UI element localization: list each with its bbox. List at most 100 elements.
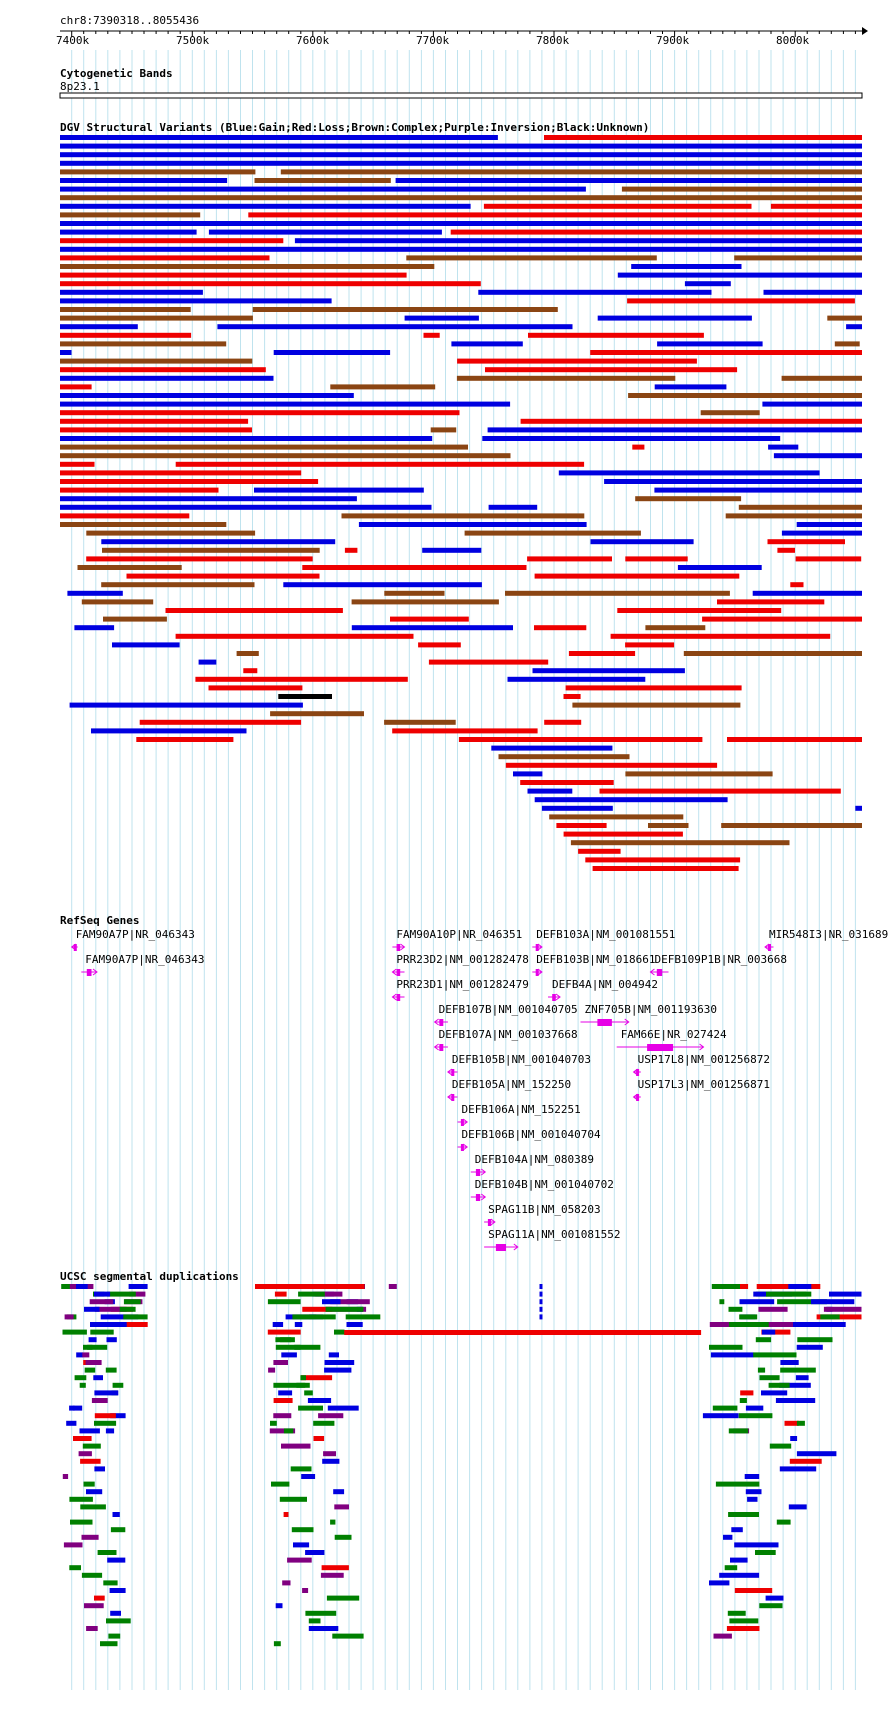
dgv-variant[interactable] [60, 186, 586, 192]
segdup-feature[interactable] [81, 1534, 99, 1540]
dgv-variant[interactable] [534, 625, 587, 631]
segdup-feature[interactable] [715, 1481, 760, 1487]
dgv-variant[interactable] [60, 324, 138, 330]
dgv-variant[interactable] [60, 135, 498, 140]
segdup-feature[interactable] [109, 1588, 126, 1593]
segdup-feature[interactable] [753, 1352, 797, 1358]
dgv-variant[interactable] [60, 178, 228, 183]
segdup-feature[interactable] [304, 1390, 313, 1396]
segdup-feature[interactable] [709, 1580, 730, 1586]
segdup-feature[interactable] [334, 1504, 349, 1510]
segdup-feature[interactable] [78, 1451, 92, 1457]
dgv-variant[interactable] [344, 547, 358, 553]
cytoband-ideogram[interactable] [59, 92, 863, 99]
segdup-feature[interactable] [539, 1291, 543, 1297]
dgv-variant[interactable] [60, 470, 302, 476]
segdup-feature[interactable] [298, 1291, 325, 1297]
segdup-feature[interactable] [308, 1618, 321, 1624]
dgv-variant[interactable] [527, 556, 612, 562]
dgv-variant[interactable] [625, 771, 773, 777]
segdup-feature[interactable] [326, 1595, 360, 1601]
segdup-feature[interactable] [302, 1588, 309, 1593]
segdup-feature[interactable] [796, 1344, 823, 1350]
segdup-feature[interactable] [110, 1413, 126, 1419]
dgv-variant[interactable] [60, 315, 253, 321]
segdup-feature[interactable] [740, 1390, 754, 1396]
segdup-feature[interactable] [784, 1420, 799, 1426]
segdup-feature[interactable] [726, 1626, 760, 1631]
segdup-feature[interactable] [80, 1504, 106, 1510]
segdup-feature[interactable] [110, 1610, 121, 1616]
segdup-feature[interactable] [829, 1291, 862, 1297]
segdup-feature[interactable] [768, 1382, 790, 1388]
dgv-variant[interactable] [102, 547, 320, 553]
segdup-feature[interactable] [273, 1413, 292, 1419]
dgv-variant[interactable] [625, 556, 688, 562]
segdup-feature[interactable] [738, 1413, 773, 1419]
dgv-variant[interactable] [483, 203, 752, 209]
refseq-gene[interactable]: USP17L3|NM_001256871 [632, 1078, 770, 1101]
segdup-feature[interactable] [100, 1641, 118, 1647]
segdup-feature[interactable] [86, 1489, 103, 1495]
dgv-variant[interactable] [418, 642, 461, 648]
refseq-gene[interactable]: DEFB103B|NM_018661 [532, 953, 656, 976]
dgv-variant[interactable] [60, 401, 511, 407]
dgv-variant[interactable] [834, 341, 860, 347]
segdup-feature[interactable] [287, 1557, 312, 1563]
refseq-gene[interactable]: FAM90A10P|NR_046351 [392, 928, 522, 951]
segdup-feature[interactable] [728, 1306, 743, 1312]
segdup-feature[interactable] [76, 1352, 83, 1358]
dgv-variant[interactable] [458, 737, 703, 742]
dgv-variant[interactable] [617, 608, 782, 613]
segdup-feature[interactable] [351, 1322, 361, 1327]
dgv-variant[interactable] [781, 375, 862, 381]
dgv-variant[interactable] [568, 651, 636, 656]
segdup-feature[interactable] [330, 1299, 370, 1305]
segdup-feature[interactable] [105, 1367, 117, 1373]
segdup-feature[interactable] [740, 1284, 749, 1289]
segdup-feature[interactable] [94, 1390, 119, 1396]
dgv-variant[interactable] [795, 556, 862, 562]
segdup-feature[interactable] [64, 1314, 74, 1320]
dgv-variant[interactable] [254, 178, 391, 183]
segdup-feature[interactable] [281, 1352, 297, 1358]
segdup-feature[interactable] [106, 1337, 117, 1343]
segdup-feature[interactable] [739, 1314, 758, 1320]
segdup-feature[interactable] [273, 1398, 293, 1403]
dgv-variant[interactable] [648, 823, 689, 828]
segdup-feature[interactable] [129, 1291, 146, 1297]
segdup-feature[interactable] [282, 1580, 291, 1586]
segdup-feature[interactable] [283, 1428, 294, 1434]
dgv-variant[interactable] [74, 625, 115, 631]
segdup-feature[interactable] [272, 1322, 284, 1327]
refseq-gene[interactable]: DEFB106B|NM_001040704 [457, 1128, 601, 1151]
dgv-variant[interactable] [768, 444, 799, 450]
refseq-gene[interactable]: FAM90A7P|NR_046343 [81, 953, 205, 976]
segdup-feature[interactable] [84, 1367, 96, 1373]
dgv-variant[interactable] [725, 513, 862, 519]
segdup-feature[interactable] [734, 1542, 779, 1548]
segdup-feature[interactable] [305, 1550, 325, 1555]
segdup-feature[interactable] [739, 1299, 775, 1305]
segdup-feature[interactable] [728, 1428, 749, 1434]
segdup-feature[interactable] [790, 1436, 798, 1441]
dgv-variant[interactable] [60, 203, 471, 209]
dgv-variant[interactable] [563, 694, 581, 699]
dgv-variant[interactable] [60, 238, 284, 244]
segdup-feature[interactable] [712, 1405, 738, 1411]
segdup-feature[interactable] [777, 1299, 827, 1305]
segdup-feature[interactable] [797, 1337, 833, 1343]
segdup-feature[interactable] [334, 1329, 345, 1335]
dgv-variant[interactable] [395, 178, 862, 183]
dgv-variant[interactable] [482, 436, 781, 441]
refseq-gene[interactable]: PRR23D1|NM_001282479 [391, 978, 529, 1001]
segdup-feature[interactable] [76, 1284, 88, 1289]
segdup-feature[interactable] [711, 1284, 743, 1289]
refseq-gene[interactable]: DEFB107A|NM_001037668 [433, 1028, 578, 1051]
dgv-variant[interactable] [684, 281, 731, 287]
dgv-variant[interactable] [827, 315, 862, 321]
dgv-variant[interactable] [599, 788, 841, 794]
dgv-variant[interactable] [565, 685, 742, 691]
segdup-feature[interactable] [757, 1367, 766, 1373]
segdup-feature[interactable] [308, 1626, 339, 1631]
